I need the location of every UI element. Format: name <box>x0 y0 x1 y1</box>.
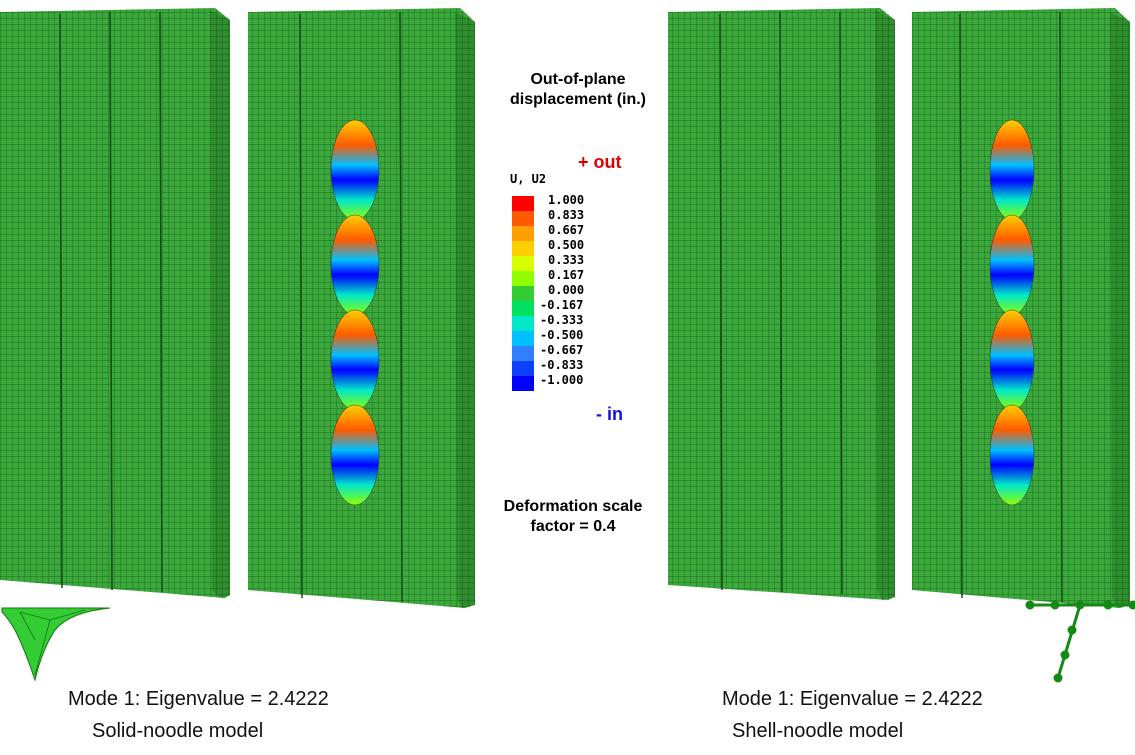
colorbar-swatch <box>512 376 534 391</box>
colorbar-tick-label: 0.333 <box>548 253 585 267</box>
colorbar-tick-label: -0.833 <box>540 358 584 372</box>
colorbar: 1.000 0.833 0.667 0.500 0.333 0.167 0.000 -0.16… <box>512 193 602 396</box>
colorbar-swatch <box>512 331 534 346</box>
deformation-scale-note: Deformation scale factor = 0.4 <box>468 497 678 537</box>
colorbar-tick-label: 0.667 <box>548 223 585 237</box>
colorbar-tick-label: -0.500 <box>540 328 584 342</box>
colorbar-swatch <box>512 226 534 241</box>
scale-note-line1: Deformation scale <box>503 498 643 515</box>
colorbar-tick-label: -0.667 <box>540 343 584 357</box>
shell-model-deformed <box>912 8 1130 608</box>
colorbar-swatch <box>512 301 534 316</box>
right-caption-line1: Mode 1: Eigenvalue = 2.4222 <box>722 688 983 710</box>
colorbar-swatch <box>512 241 534 256</box>
colorbar-swatch <box>512 271 534 286</box>
buckle-waves-solid <box>330 119 380 506</box>
legend-variable-label: U, U2 <box>510 172 547 186</box>
legend-title-line1: Out-of-plane <box>530 71 626 88</box>
colorbar-tick-label: 0.833 <box>548 208 585 222</box>
shell-noodle-cross-section <box>1025 600 1135 683</box>
colorbar-swatch <box>512 211 534 226</box>
in-direction-label: - in <box>596 404 623 424</box>
colorbar-swatch <box>512 346 534 361</box>
solid-noodle-cross-section <box>1 607 111 682</box>
solid-model-undeformed <box>0 8 230 598</box>
left-caption-line1: Mode 1: Eigenvalue = 2.4222 <box>68 688 329 710</box>
colorbar-tick-label: 0.000 <box>548 283 585 297</box>
colorbar-swatch <box>512 361 534 376</box>
colorbar-tick-label: -1.000 <box>540 373 584 387</box>
colorbar-tick-label: -0.333 <box>540 313 584 327</box>
legend-title: Out-of-plane displacement (in.) <box>478 70 678 110</box>
colorbar-tick-label: -0.167 <box>540 298 584 312</box>
legend-title-line2: displacement (in.) <box>509 91 647 108</box>
colorbar-swatch <box>512 286 534 301</box>
out-direction-label: + out <box>578 152 622 172</box>
right-caption-line2: Shell-noodle model <box>732 720 904 742</box>
buckle-waves-shell <box>989 119 1035 506</box>
left-caption-line2: Solid-noodle model <box>92 720 264 742</box>
scale-note-line2: factor = 0.4 <box>530 518 616 535</box>
colorbar-swatch <box>512 196 534 211</box>
solid-model-deformed <box>248 8 475 608</box>
colorbar-tick-label: 0.167 <box>548 268 585 282</box>
colorbar-swatch <box>512 316 534 331</box>
colorbar-tick-label: 1.000 <box>548 193 585 207</box>
colorbar-tick-label: 0.500 <box>548 238 585 252</box>
shell-model-undeformed <box>668 8 895 600</box>
colorbar-swatch <box>512 256 534 271</box>
